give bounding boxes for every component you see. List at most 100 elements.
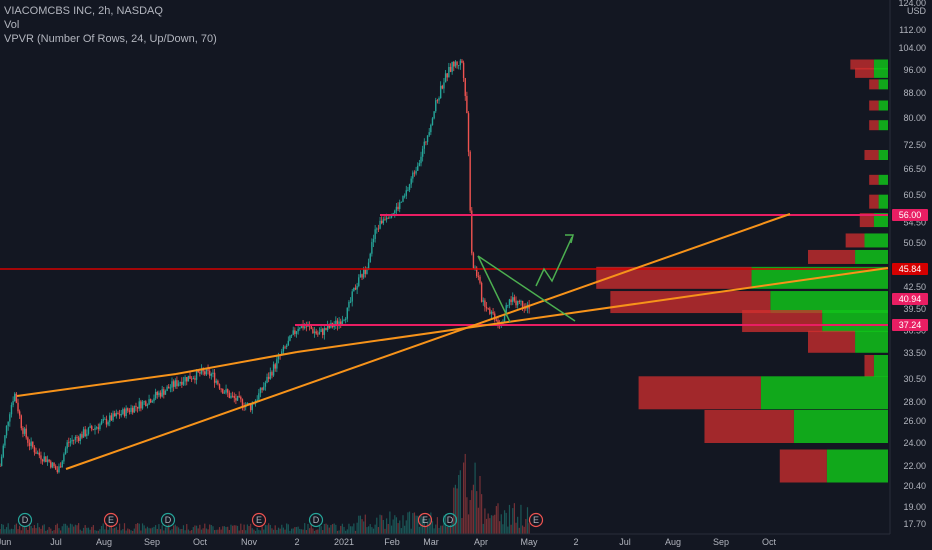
volume-bar (417, 515, 419, 534)
candle-body (495, 319, 498, 321)
volume-bar (233, 525, 235, 534)
candle-body (472, 253, 475, 268)
candle-body (428, 132, 430, 136)
volume-bar (408, 511, 411, 534)
symbol-title[interactable]: VIACOMCBS INC, 2h, NASDAQ (4, 5, 163, 17)
volume-bar (153, 526, 155, 534)
volume-bar (335, 524, 337, 534)
volume-bar (500, 514, 502, 534)
candle-body (367, 262, 370, 270)
volume-bar (107, 529, 109, 534)
volume-bar (68, 527, 70, 534)
candle-body (176, 380, 178, 387)
candle-body (73, 439, 75, 441)
volume-bar (387, 523, 389, 534)
candle-body (54, 466, 57, 470)
price-tick: 60.50 (903, 190, 926, 200)
candle-body (150, 399, 152, 403)
candle-body (420, 156, 422, 164)
volume-bar (179, 529, 181, 534)
vpvr-label[interactable]: VPVR (Number Of Rows, 24, Up/Down, 70) (4, 33, 217, 45)
vol-label[interactable]: Vol (4, 19, 20, 31)
candle-body (426, 135, 429, 142)
volume-bar (487, 513, 489, 534)
time-axis[interactable]: Jun Jul Aug Sep Oct Nov 2 2021 Feb Mar Apr May 2 Jul A… (0, 533, 932, 550)
candle-body (343, 319, 345, 321)
candle-body (443, 82, 445, 89)
time-tick: Jun (0, 537, 11, 547)
candle-body (187, 375, 190, 382)
price-tick: 50.50 (903, 238, 926, 248)
volume-bar (336, 530, 339, 534)
candle-body (148, 399, 150, 405)
candle-body (174, 380, 176, 387)
candle-body (482, 300, 484, 302)
candle-body (358, 277, 360, 287)
candle-body (91, 426, 93, 430)
candle-body (102, 418, 104, 422)
vpvr-down-bar (850, 59, 874, 70)
volume-bar (120, 530, 122, 534)
volume-bar (386, 518, 388, 534)
vpvr-down-bar (864, 355, 874, 377)
candle-body (513, 297, 516, 301)
volume-bar (389, 511, 391, 534)
vpvr-down-bar (742, 310, 823, 333)
candle-body (58, 466, 60, 473)
time-tick: Nov (241, 537, 258, 547)
level-badge-label: 40.94 (899, 294, 922, 304)
volume-bar (485, 518, 488, 534)
candle-body (282, 346, 285, 352)
candle-body (130, 407, 132, 412)
candle-body (461, 60, 463, 63)
volume-bar (220, 529, 222, 534)
dividend-marker (308, 512, 324, 528)
candle-body (166, 386, 168, 391)
vpvr-up-bar (878, 150, 888, 160)
candle-body (405, 190, 407, 196)
trendline-upper-mid (175, 351, 298, 375)
volume-bar (330, 524, 332, 534)
price-tick: 124.00 (898, 0, 926, 8)
volume-bar (312, 528, 314, 534)
candle-body (135, 405, 137, 407)
candle-body (77, 437, 80, 441)
volume-bar (418, 526, 420, 534)
candle-body (315, 331, 317, 334)
candle-body (127, 408, 129, 411)
volume-bar (43, 524, 45, 534)
volume-bar (436, 517, 438, 534)
volume-bar (477, 507, 479, 534)
time-tick: Jul (50, 537, 62, 547)
volume-bar (20, 530, 22, 534)
candle-body (25, 428, 27, 438)
vpvr-down-bar (704, 410, 794, 443)
candle-body (425, 141, 427, 143)
candle-body (17, 402, 19, 412)
volume-bar (79, 529, 81, 534)
vpvr-up-bar (878, 174, 888, 185)
volume-bar (284, 529, 286, 534)
candle-body (205, 369, 208, 375)
volume-bar (222, 526, 224, 534)
candle-body (462, 62, 465, 79)
volume-bar (130, 530, 132, 534)
volume-bar (407, 512, 409, 534)
volume-bar (372, 528, 375, 534)
legend: VIACOMCBS INC, 2h, NASDAQ Vol VPVR (Numb… (4, 4, 217, 46)
candle-body (433, 111, 435, 119)
volume-bar (227, 526, 229, 534)
volume-bar (279, 528, 281, 534)
candle-body (402, 195, 404, 202)
vpvr-up-bar (878, 79, 888, 90)
event-marker-label: D (22, 515, 29, 525)
volume-bar (443, 515, 445, 534)
candle-body (407, 189, 409, 191)
volume-bar (276, 529, 278, 534)
volume-bar (217, 529, 219, 534)
volume-bar (155, 525, 157, 534)
candle-body (302, 324, 304, 329)
